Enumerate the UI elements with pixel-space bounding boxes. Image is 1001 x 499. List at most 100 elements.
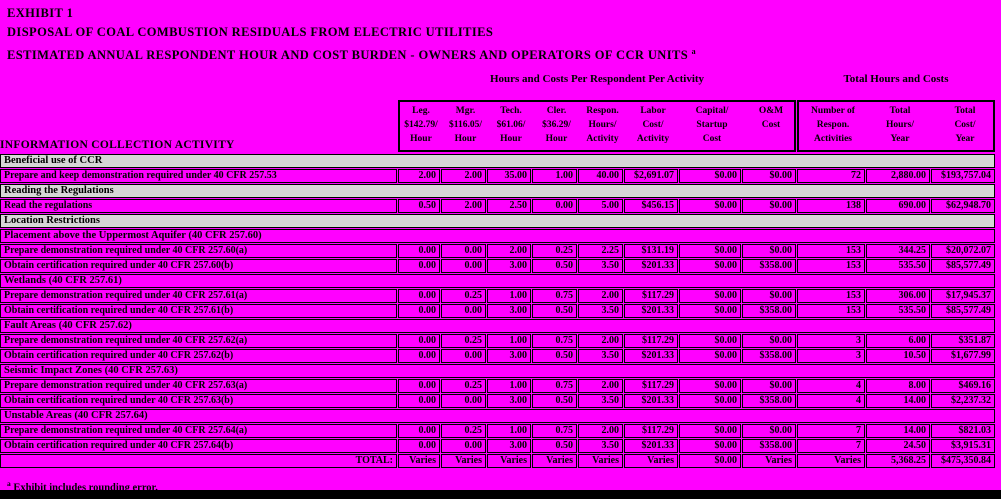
cell-legal-rate: 0.00: [398, 439, 440, 453]
cell-respondent-hours-per-activity: 3.50: [578, 349, 623, 363]
column-header-line: O&M: [758, 106, 784, 116]
subsection-label: Placement above the Uppermost Aquifer (4…: [0, 229, 995, 243]
table-row: Prepare demonstration required under 40 …: [0, 334, 1001, 348]
cell-legal-rate: 2.00: [398, 169, 440, 183]
cell-number-of-respondent-activities: 4: [797, 379, 865, 393]
column-header-line: Labor: [640, 106, 666, 116]
table-row: Prepare demonstration required under 40 …: [0, 244, 1001, 258]
cell-clerical-rate: 0.75: [532, 424, 577, 438]
cell-total-hours-per-year: 14.00: [866, 394, 930, 408]
cell-technical-rate: 1.00: [487, 334, 531, 348]
cell-respondent-hours-per-activity: 2.00: [578, 334, 623, 348]
column-header-line: Leg.: [412, 106, 430, 116]
cell-manager-rate: 0.25: [441, 424, 486, 438]
column-header-line: Tech.: [500, 106, 522, 116]
document-subtitle: ESTIMATED ANNUAL RESPONDENT HOUR AND COS…: [7, 42, 696, 65]
column-header-line: Year: [890, 134, 910, 144]
column-header-line: $61.06/: [496, 120, 526, 130]
activity-label: Obtain certification required under 40 C…: [0, 259, 397, 273]
cell-number-of-respondent-activities: 72: [797, 169, 865, 183]
cell-number-of-respondent-activities: 138: [797, 199, 865, 213]
cell-total-hours-per-year: 14.00: [866, 424, 930, 438]
section-row: Location Restrictions: [0, 214, 1001, 228]
cell-total-cost-per-year: $85,577.49: [931, 304, 995, 318]
column-header-line: Total: [954, 106, 976, 116]
table-row: Obtain certification required under 40 C…: [0, 394, 1001, 408]
cell-clerical-rate: 0.25: [532, 244, 577, 258]
subsection-label: Fault Areas (40 CFR 257.62): [0, 319, 995, 333]
per-respondent-header-box: Leg. $142.79/Hour Mgr. $116.05/Hour Tech. $61…: [398, 100, 796, 152]
subsection-label: Wetlands (40 CFR 257.61): [0, 274, 995, 288]
cell-total-cost-per-year: $821.03: [931, 424, 995, 438]
section-label: Beneficial use of CCR: [0, 154, 995, 168]
cell-manager-rate: 0.25: [441, 334, 486, 348]
column-header-line: Cost/: [642, 120, 664, 130]
cell-labor-cost-per-activity: $117.29: [624, 334, 678, 348]
cell-total-hours-per-year: 690.00: [866, 199, 930, 213]
cell-capital-startup-cost: $0.00: [679, 304, 741, 318]
activity-label: Prepare demonstration required under 40 …: [0, 379, 397, 393]
subsection-label: Seismic Impact Zones (40 CFR 257.63): [0, 364, 995, 378]
cell-capital-startup-cost: $0.00: [679, 334, 741, 348]
cell-om-cost: $0.00: [742, 379, 796, 393]
column-header-total-hours-per-year: Total Hours/Year: [868, 104, 932, 150]
cell-technical-rate: 3.00: [487, 304, 531, 318]
cell-number-of-respondent-activities: 7: [797, 439, 865, 453]
cell-respondent-hours-per-activity: 2.00: [578, 379, 623, 393]
column-header-line: Hours/: [886, 120, 914, 130]
cell-total-cost-per-year: $3,915.31: [931, 439, 995, 453]
cell-om-cost: $358.00: [742, 259, 796, 273]
cell-clerical-rate: Varies: [532, 454, 577, 468]
cell-technical-rate: 35.00: [487, 169, 531, 183]
cell-total-hours-per-year: 24.50: [866, 439, 930, 453]
footnote-text: Exhibit includes rounding error.: [13, 482, 158, 494]
column-header-line: $116.05/: [449, 120, 482, 130]
cell-om-cost: $0.00: [742, 424, 796, 438]
cell-labor-cost-per-activity: $201.33: [624, 394, 678, 408]
activity-label: Obtain certification required under 40 C…: [0, 349, 397, 363]
cell-number-of-respondent-activities: 153: [797, 259, 865, 273]
column-header-om-cost: O&M Cost: [744, 104, 798, 150]
cell-total-cost-per-year: $85,577.49: [931, 259, 995, 273]
cell-legal-rate: 0.00: [398, 379, 440, 393]
cell-legal-rate: 0.00: [398, 394, 440, 408]
cell-manager-rate: 0.00: [441, 304, 486, 318]
column-header-line: Hour: [410, 134, 432, 144]
table-row: Prepare demonstration required under 40 …: [0, 289, 1001, 303]
column-header-line: Hour: [500, 134, 522, 144]
table-row: Obtain certification required under 40 C…: [0, 349, 1001, 363]
table-row: Prepare demonstration required under 40 …: [0, 379, 1001, 393]
cell-respondent-hours-per-activity: 2.00: [578, 289, 623, 303]
cell-number-of-respondent-activities: 3: [797, 334, 865, 348]
activity-column-header: INFORMATION COLLECTION ACTIVITY: [0, 139, 235, 151]
column-header-respondent-hours-per-activity: Respon. Hours/Activity: [580, 104, 625, 150]
column-header-legal-rate: Leg. $142.79/Hour: [400, 104, 442, 150]
cell-clerical-rate: 0.75: [532, 289, 577, 303]
column-header-line: Cost: [761, 120, 781, 130]
cell-om-cost: $358.00: [742, 394, 796, 408]
section-label: Reading the Regulations: [0, 184, 995, 198]
column-header-line: Activity: [636, 134, 670, 144]
column-header-line: $36.29/: [542, 120, 571, 130]
column-header-line: Startup: [696, 120, 728, 130]
cell-manager-rate: 0.00: [441, 244, 486, 258]
cell-clerical-rate: 0.50: [532, 259, 577, 273]
cell-clerical-rate: 0.50: [532, 439, 577, 453]
column-header-clerical-rate: Cler. $36.29/Hour: [534, 104, 579, 150]
title-footnote-marker: a: [691, 47, 696, 56]
cell-total-cost-per-year: $1,677.99: [931, 349, 995, 363]
table-row: Prepare and keep demonstration required …: [0, 169, 1001, 183]
section-label: Location Restrictions: [0, 214, 995, 228]
column-header-technical-rate: Tech. $61.06/Hour: [489, 104, 533, 150]
section-row: Beneficial use of CCR: [0, 154, 1001, 168]
cell-capital-startup-cost: $0.00: [679, 424, 741, 438]
cell-legal-rate: Varies: [398, 454, 440, 468]
subsection-row: Fault Areas (40 CFR 257.62): [0, 319, 1001, 333]
cell-capital-startup-cost: $0.00: [679, 454, 741, 468]
cell-labor-cost-per-activity: $117.29: [624, 379, 678, 393]
column-header-line: Hour: [454, 134, 477, 144]
cell-number-of-respondent-activities: 7: [797, 424, 865, 438]
cell-total-cost-per-year: $20,072.07: [931, 244, 995, 258]
document-title: DISPOSAL OF COAL COMBUSTION RESIDUALS FR…: [7, 25, 494, 39]
cell-technical-rate: 2.50: [487, 199, 531, 213]
